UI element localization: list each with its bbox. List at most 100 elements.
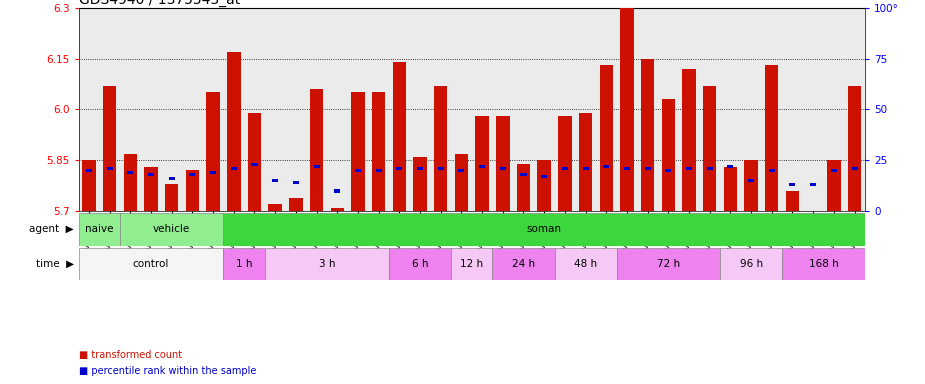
Bar xyxy=(396,167,402,170)
Bar xyxy=(224,248,265,280)
Bar xyxy=(190,173,195,176)
Bar xyxy=(665,169,672,172)
Bar xyxy=(720,248,783,280)
Bar xyxy=(603,165,610,168)
Bar xyxy=(537,161,551,211)
Bar xyxy=(459,169,464,172)
Bar xyxy=(561,167,568,170)
Bar xyxy=(314,165,320,168)
Bar xyxy=(268,204,282,211)
Bar xyxy=(500,167,506,170)
Text: soman: soman xyxy=(526,224,561,235)
Bar xyxy=(330,208,344,211)
Bar xyxy=(475,116,488,211)
Bar xyxy=(517,164,530,211)
Bar xyxy=(579,113,592,211)
Bar xyxy=(389,248,451,280)
Bar xyxy=(703,86,717,211)
Bar xyxy=(376,169,382,172)
Bar xyxy=(645,167,650,170)
Bar xyxy=(620,8,634,211)
Text: 3 h: 3 h xyxy=(319,259,335,269)
Bar xyxy=(82,161,95,211)
Bar xyxy=(272,179,278,182)
Bar xyxy=(79,248,224,280)
Text: 72 h: 72 h xyxy=(657,259,680,269)
Bar xyxy=(541,175,548,178)
Bar xyxy=(417,167,423,170)
Bar xyxy=(492,248,554,280)
Bar xyxy=(479,165,485,168)
Bar xyxy=(355,169,361,172)
Bar xyxy=(810,183,816,187)
Bar xyxy=(144,167,158,211)
Bar xyxy=(230,167,237,170)
Text: 1 h: 1 h xyxy=(236,259,253,269)
Bar xyxy=(438,167,444,170)
Bar xyxy=(686,167,692,170)
Bar xyxy=(769,169,775,172)
Bar xyxy=(783,248,865,280)
Bar xyxy=(124,154,137,211)
Bar xyxy=(848,86,861,211)
Bar xyxy=(496,116,510,211)
Text: 96 h: 96 h xyxy=(739,259,762,269)
Bar xyxy=(210,171,216,174)
Bar xyxy=(521,173,526,176)
Bar xyxy=(334,189,340,192)
Bar xyxy=(413,157,426,211)
Bar xyxy=(290,198,302,211)
Bar xyxy=(558,116,572,211)
Bar xyxy=(617,248,720,280)
Bar xyxy=(789,183,796,187)
Bar xyxy=(434,86,448,211)
Bar xyxy=(248,113,261,211)
Bar xyxy=(103,86,117,211)
Text: control: control xyxy=(133,259,169,269)
Text: GDS4940 / 1375543_at: GDS4940 / 1375543_at xyxy=(79,0,240,7)
Bar xyxy=(186,170,199,211)
Bar xyxy=(310,89,324,211)
Bar xyxy=(765,65,779,211)
Bar xyxy=(224,213,865,246)
Bar xyxy=(852,167,857,170)
Bar xyxy=(293,181,299,184)
Bar xyxy=(748,179,754,182)
Text: ■ percentile rank within the sample: ■ percentile rank within the sample xyxy=(79,366,256,376)
Bar xyxy=(583,167,588,170)
Bar xyxy=(227,52,240,211)
Bar xyxy=(128,171,133,174)
Bar xyxy=(727,165,734,168)
Bar xyxy=(451,248,492,280)
Bar xyxy=(392,62,406,211)
Bar xyxy=(785,191,799,211)
Text: 12 h: 12 h xyxy=(460,259,483,269)
Bar xyxy=(86,169,92,172)
Bar xyxy=(661,99,675,211)
Bar xyxy=(206,93,220,211)
Text: ■ transformed count: ■ transformed count xyxy=(79,350,181,360)
Bar xyxy=(265,248,389,280)
Bar xyxy=(455,154,468,211)
Bar xyxy=(120,213,224,246)
Bar xyxy=(554,248,617,280)
Text: vehicle: vehicle xyxy=(154,224,191,235)
Text: time  ▶: time ▶ xyxy=(36,259,74,269)
Bar xyxy=(168,177,175,180)
Bar xyxy=(372,93,386,211)
Bar xyxy=(599,65,613,211)
Bar xyxy=(683,69,696,211)
Bar xyxy=(641,58,654,211)
Bar xyxy=(106,167,113,170)
Text: 24 h: 24 h xyxy=(512,259,535,269)
Bar xyxy=(827,161,841,211)
Bar xyxy=(148,173,154,176)
Bar xyxy=(352,93,364,211)
Text: 6 h: 6 h xyxy=(412,259,428,269)
Bar xyxy=(745,161,758,211)
Text: 48 h: 48 h xyxy=(574,259,598,269)
Bar xyxy=(623,167,630,170)
Bar xyxy=(165,184,179,211)
Bar xyxy=(707,167,713,170)
Bar xyxy=(831,169,837,172)
